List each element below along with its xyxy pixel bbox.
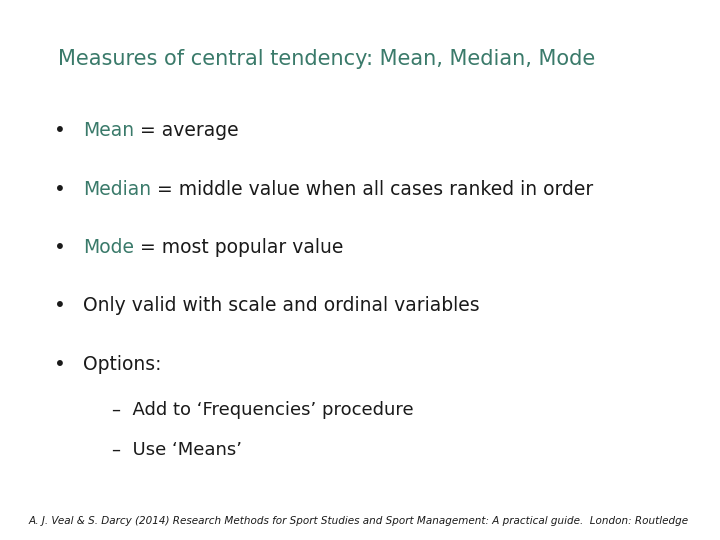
Text: •: •	[54, 238, 66, 257]
Text: •: •	[54, 296, 66, 315]
Text: = most popular value: = most popular value	[134, 238, 343, 257]
Text: –  Use ‘Means’: – Use ‘Means’	[112, 441, 242, 459]
Text: •: •	[54, 355, 66, 374]
Text: = average: = average	[134, 122, 238, 140]
Text: Only valid with scale and ordinal variables: Only valid with scale and ordinal variab…	[83, 296, 480, 315]
Text: Measures of central tendency: Mean, Median, Mode: Measures of central tendency: Mean, Medi…	[58, 49, 595, 69]
Text: Mean: Mean	[83, 122, 134, 140]
Text: –  Add to ‘Frequencies’ procedure: – Add to ‘Frequencies’ procedure	[112, 401, 413, 418]
Text: Options:: Options:	[83, 355, 161, 374]
Text: Median: Median	[83, 180, 151, 199]
Text: •: •	[54, 180, 66, 199]
Text: •: •	[54, 122, 66, 140]
Text: = middle value when all cases ranked in order: = middle value when all cases ranked in …	[151, 180, 593, 199]
Text: Mode: Mode	[83, 238, 134, 257]
Text: A. J. Veal & S. Darcy (2014) Research Methods for Sport Studies and Sport Manage: A. J. Veal & S. Darcy (2014) Research Me…	[29, 516, 689, 526]
